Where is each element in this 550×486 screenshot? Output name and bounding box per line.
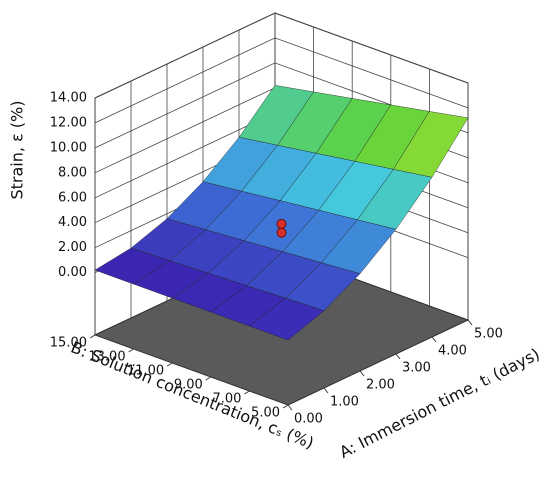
z-tick-label: 0.00 xyxy=(58,265,87,280)
x-tick xyxy=(395,353,401,360)
y-tick xyxy=(244,390,250,395)
z-tick-label: 14.00 xyxy=(50,91,87,106)
x-tick-label: 5.00 xyxy=(474,327,503,342)
x-tick-label: 1.00 xyxy=(330,395,359,410)
z-axis-label: Strain, ε (%) xyxy=(8,101,27,200)
surface-patch xyxy=(248,297,325,341)
x-tick-label: 3.00 xyxy=(402,361,431,376)
x-tick-label: 2.00 xyxy=(366,378,395,393)
z-tick-label: 2.00 xyxy=(58,240,87,255)
x-tick-label: 4.00 xyxy=(438,344,467,359)
x-tick xyxy=(287,404,293,411)
z-tick-label: 6.00 xyxy=(58,190,87,205)
x-tick xyxy=(323,387,329,394)
y-tick-label: 7.00 xyxy=(212,392,241,407)
x-tick xyxy=(359,370,365,377)
y-tick-label: 11.00 xyxy=(127,364,164,379)
y-tick xyxy=(205,376,212,381)
design-point xyxy=(276,227,287,238)
y-tick-label: 13.00 xyxy=(88,350,125,365)
y-tick-label: 15.00 xyxy=(50,336,87,351)
y-tick xyxy=(166,362,173,367)
x-tick xyxy=(431,336,437,343)
z-tick-label: 4.00 xyxy=(58,215,87,230)
x-tick xyxy=(467,319,473,326)
x-tick-label: 0.00 xyxy=(294,412,323,427)
z-tick-label: 8.00 xyxy=(58,165,87,180)
z-tick-label: 12.00 xyxy=(50,115,87,130)
y-tick xyxy=(128,348,134,353)
y-tick xyxy=(89,334,96,339)
y-tick-label: 5.00 xyxy=(251,406,280,421)
y-tick-label: 9.00 xyxy=(174,378,203,393)
z-tick-label: 10.00 xyxy=(50,140,87,155)
y-tick xyxy=(282,404,289,409)
design-point xyxy=(276,218,287,229)
